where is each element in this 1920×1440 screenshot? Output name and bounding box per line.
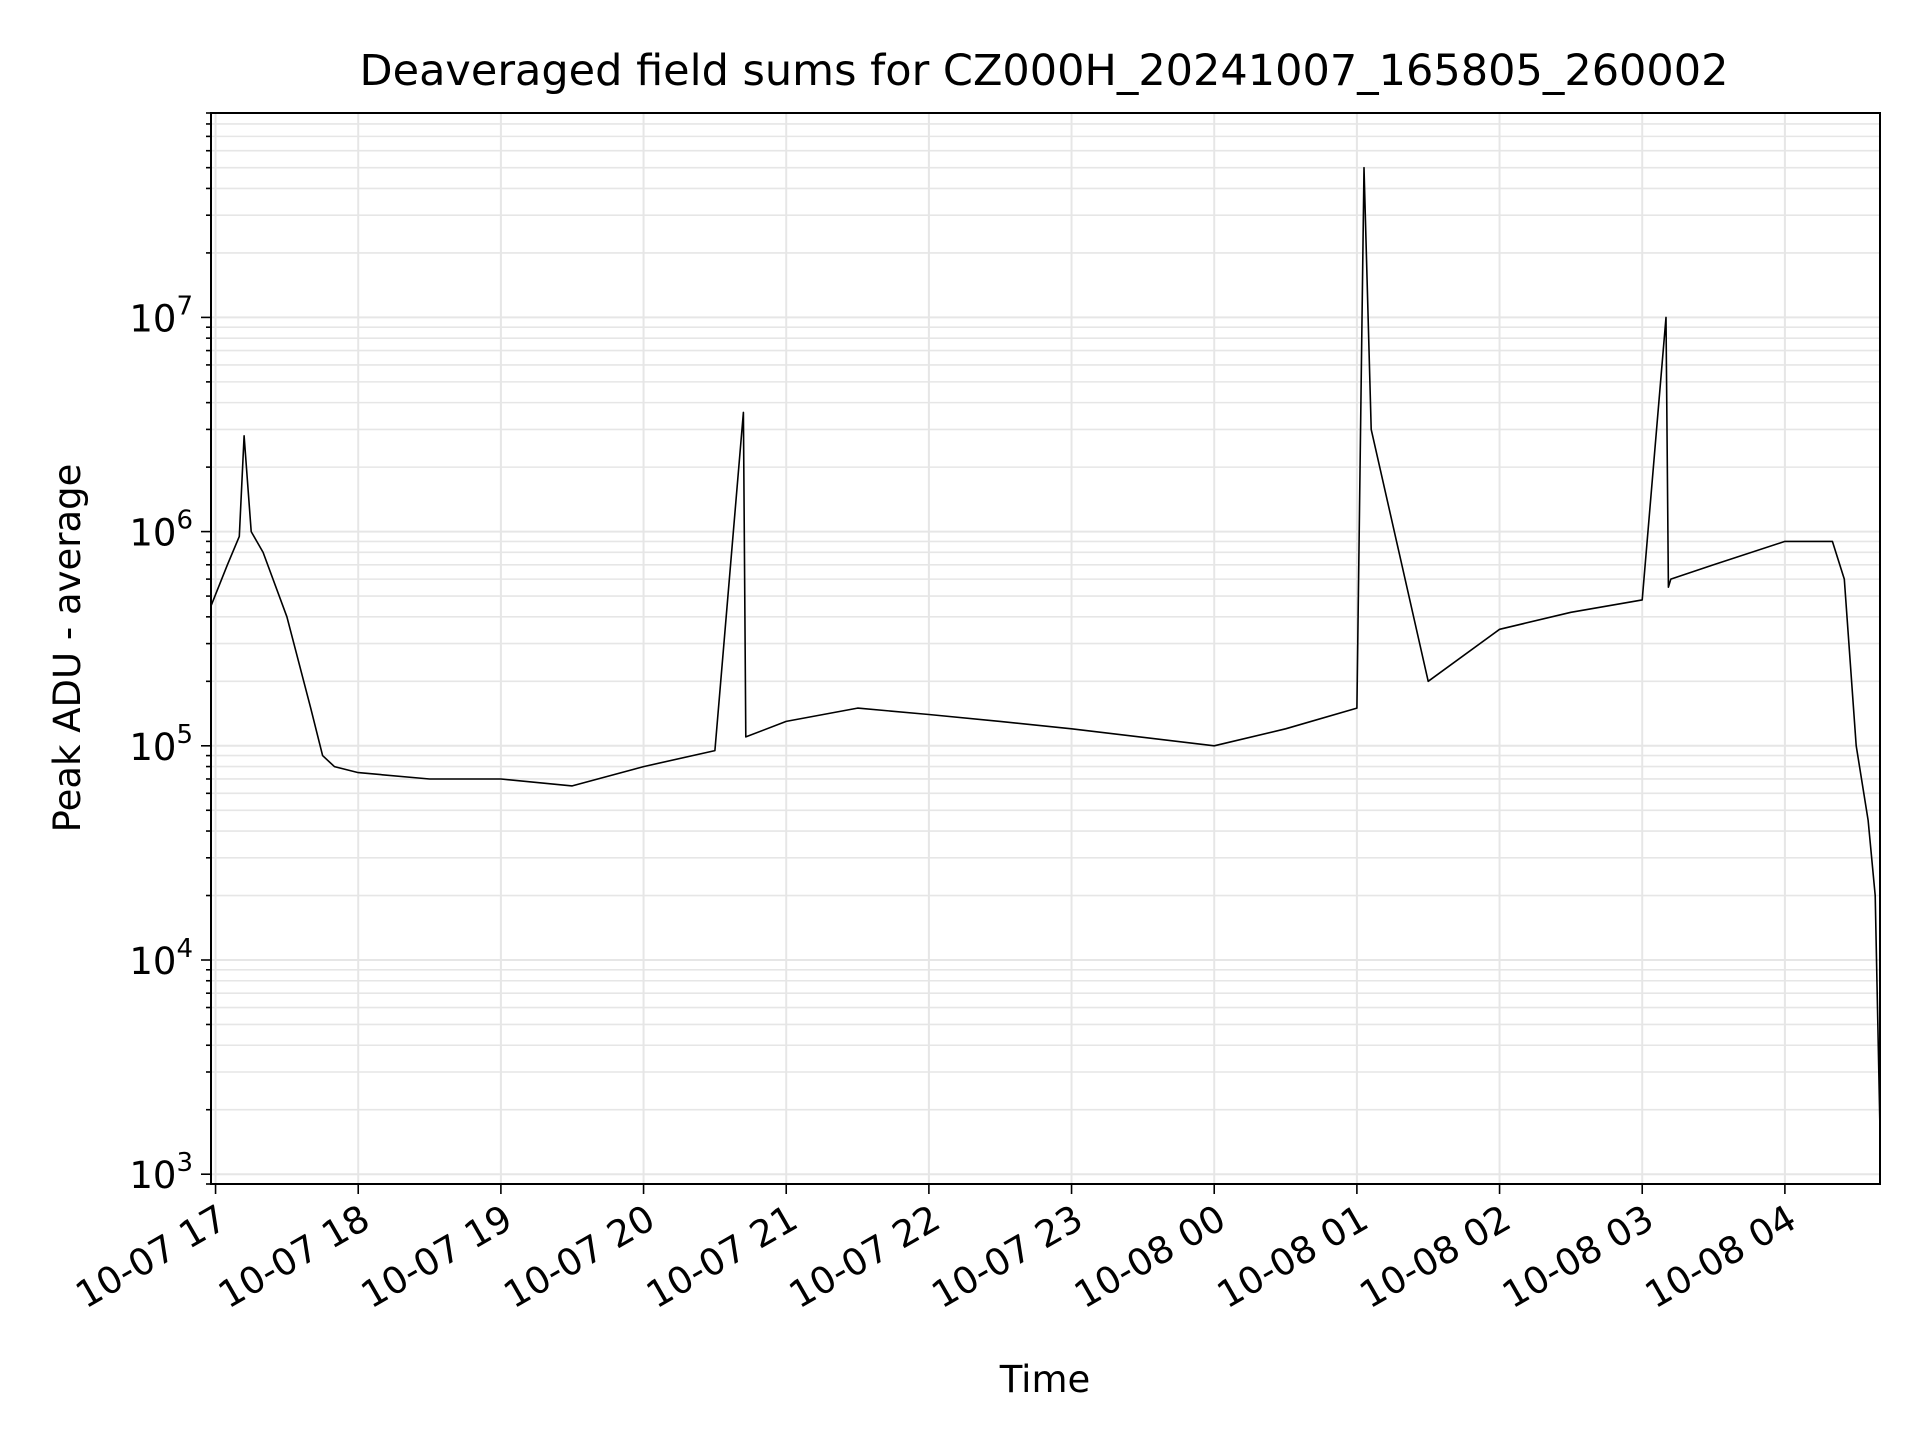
- x-tick-label: 10-08 01: [1210, 1197, 1376, 1317]
- y-tick-label: 107: [129, 291, 193, 340]
- grid: [211, 112, 1880, 1185]
- x-tick-label: 10-08 04: [1638, 1197, 1804, 1317]
- y-axis: 103 104 105 106 107: [129, 112, 211, 1197]
- y-tick-label: 105: [129, 720, 193, 769]
- x-tick-label: 10-08 00: [1067, 1197, 1233, 1317]
- series-line: [210, 166, 1881, 1131]
- x-tick-label: 10-07 23: [924, 1197, 1090, 1317]
- y-tick-label: 104: [129, 934, 193, 983]
- plot-frame: [210, 112, 1881, 1185]
- chart-title: Deaveraged field sums for CZ000H_2024100…: [360, 46, 1729, 96]
- x-tick-label: 10-08 02: [1352, 1197, 1518, 1317]
- x-tick-label: 10-07 17: [68, 1197, 234, 1317]
- x-tick-label: 10-07 20: [496, 1197, 662, 1317]
- x-axis-label: Time: [999, 1358, 1091, 1401]
- series-layer: [210, 166, 1881, 1131]
- x-tick-label: 10-07 18: [211, 1197, 377, 1317]
- x-tick-label: 10-07 22: [782, 1197, 948, 1317]
- y-tick-label: 106: [129, 506, 193, 555]
- x-tick-label: 10-07 19: [354, 1197, 520, 1317]
- y-tick-label: 103: [129, 1148, 193, 1197]
- x-tick-label: 10-07 21: [639, 1197, 805, 1317]
- x-tick-label: 10-08 03: [1495, 1197, 1661, 1317]
- y-axis-label: Peak ADU - average: [46, 464, 89, 833]
